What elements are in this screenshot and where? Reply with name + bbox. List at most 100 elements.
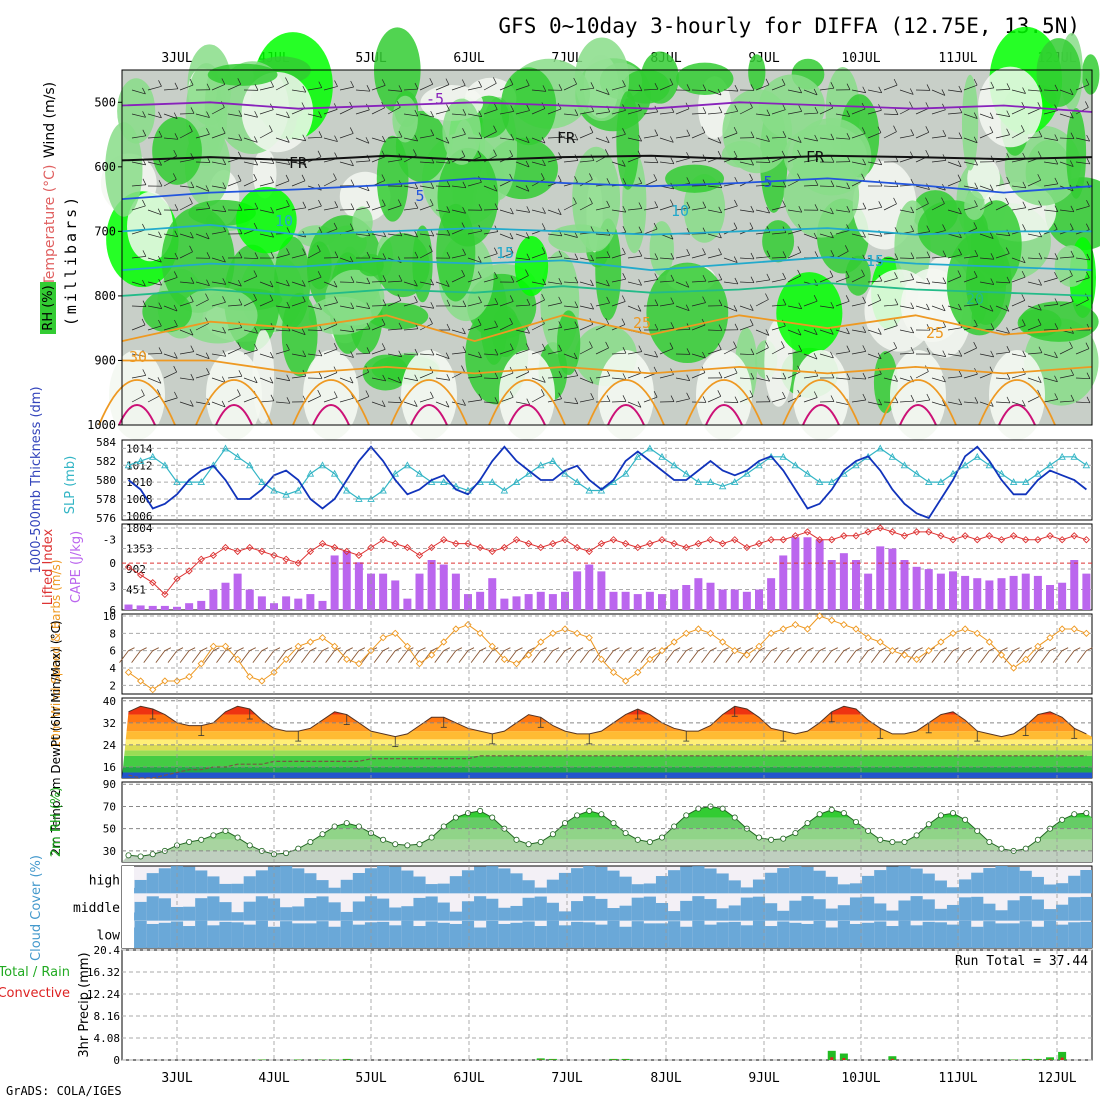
cloud-cover-bar xyxy=(959,921,971,948)
cloud-cover-bar xyxy=(438,903,450,921)
legend-convective: Convective xyxy=(0,986,70,1001)
rh-blob xyxy=(947,233,1012,335)
cape-lifted-index-panel: 45190213531804-3036 Lifted Index CAPE (J… xyxy=(41,522,1092,617)
cloud-cover-bar xyxy=(680,867,692,894)
rh-blob xyxy=(392,96,418,143)
rh-point xyxy=(429,835,434,840)
rh-blob xyxy=(962,75,978,171)
wind-tick-label: 8 xyxy=(109,627,116,640)
cloud-cover-bar xyxy=(644,897,656,921)
ylabel-precip: 3hr Precip (mm) xyxy=(77,952,92,1057)
cloud-cover-bar xyxy=(632,898,644,921)
cape-bar xyxy=(537,592,545,610)
cloud-cover-bar xyxy=(426,896,438,920)
rh-point xyxy=(623,831,628,836)
cloud-cover-bar xyxy=(292,906,304,920)
cloud-cover-bar xyxy=(219,922,231,948)
rh-point xyxy=(381,837,386,842)
cloud-cover-bar xyxy=(862,923,874,948)
cloud-cover-bar xyxy=(717,922,729,948)
cloud-cover-bar xyxy=(801,896,813,921)
cloud-cover-bar xyxy=(256,870,268,893)
cloud-cover-bar xyxy=(741,925,753,948)
cloud-cover-bar xyxy=(607,871,619,894)
cloud-cover-bar xyxy=(607,908,619,921)
cape-bar xyxy=(876,546,884,610)
cape-bar xyxy=(282,596,290,610)
cloud-cover-bar xyxy=(971,897,983,921)
cloud-cover-bar xyxy=(450,876,462,893)
thickness-tick-label: 584 xyxy=(96,436,116,449)
rh-tick-label: 90 xyxy=(103,778,116,791)
rh-blob xyxy=(1066,108,1086,199)
cloud-cover-bar xyxy=(886,926,898,948)
cloud-cover-bar xyxy=(1044,885,1056,894)
contour-label: 10 xyxy=(671,202,689,220)
cloud-cover-bar xyxy=(777,911,789,921)
cape-bar xyxy=(355,562,363,610)
cape-bar xyxy=(234,574,242,610)
rh-point xyxy=(647,839,652,844)
cloud-cover-bar xyxy=(620,906,632,921)
rh-point xyxy=(793,831,798,836)
cloud-cover-bar xyxy=(280,907,292,920)
cloud-cover-bar xyxy=(717,873,729,893)
cloud-cover-bar xyxy=(219,884,231,893)
cloud-cover-bar xyxy=(1056,905,1068,921)
cloud-cover-bar xyxy=(862,876,874,893)
cape-bar xyxy=(1034,576,1042,610)
rh-point xyxy=(756,835,761,840)
cloud-cover-bar xyxy=(244,902,256,921)
cloud-cover-bar xyxy=(135,880,147,893)
cloud-cover-bar xyxy=(474,867,486,894)
cloud-cover-bar xyxy=(438,923,450,948)
rh-point xyxy=(126,853,131,858)
cloud-cover-bar xyxy=(826,909,838,921)
contour-label: 25 xyxy=(926,324,944,342)
rh-blob xyxy=(377,233,430,297)
thickness-tick-label: 582 xyxy=(96,455,116,468)
cloud-cover-bar xyxy=(704,925,716,948)
cape-bar xyxy=(125,605,133,610)
precip-panel-frame xyxy=(122,950,1092,1060)
contour-label: 5 xyxy=(415,187,424,205)
cloud-cover-bar xyxy=(413,926,425,948)
cloud-cover-panel: highmiddlelow Cloud Cover (%) xyxy=(29,855,1092,961)
date-label-bottom: 5JUL xyxy=(355,1071,386,1086)
cloud-cover-bar xyxy=(377,899,389,921)
rh-blob xyxy=(964,191,985,220)
pressure-tick-label: 500 xyxy=(94,95,116,109)
cloud-cover-bar xyxy=(729,880,741,893)
dry-cell xyxy=(401,350,457,440)
cloud-cover-bar xyxy=(426,884,438,893)
cape-bar xyxy=(828,560,836,610)
cape-bar xyxy=(973,578,981,610)
cape-bar xyxy=(464,594,472,610)
cloud-cover-bar xyxy=(911,896,923,921)
cloud-cover-bar xyxy=(632,921,644,948)
cloud-cover-bar xyxy=(1032,900,1044,921)
cloud-cover-bar xyxy=(462,921,474,948)
cloud-cover-bar xyxy=(256,896,268,920)
rh-point xyxy=(1072,812,1077,817)
dry-cell xyxy=(989,350,1045,440)
precip-tick-label: 8.16 xyxy=(94,1010,121,1023)
rh-point xyxy=(138,854,143,859)
cloud-cover-bar xyxy=(680,927,692,948)
cape-bar xyxy=(585,565,593,610)
cloud-cover-bar xyxy=(244,876,256,893)
cloud-cover-bar xyxy=(450,912,462,921)
ylabel-slp: SLP (mb) xyxy=(63,456,78,515)
cloud-cover-bar xyxy=(668,870,680,893)
rh-blob xyxy=(748,54,765,90)
cloud-cover-bar xyxy=(935,881,947,894)
cloud-cover-bar xyxy=(462,870,474,893)
rh-point xyxy=(453,815,458,820)
cloud-cover-bar xyxy=(971,873,983,894)
credit: GrADS: COLA/IGES xyxy=(6,1084,122,1098)
cloud-cover-bar xyxy=(753,921,765,948)
wind-panel-frame xyxy=(122,614,1092,694)
rh-point xyxy=(538,839,543,844)
thickness-tick-label: 576 xyxy=(96,512,116,525)
rh-point xyxy=(926,822,931,827)
